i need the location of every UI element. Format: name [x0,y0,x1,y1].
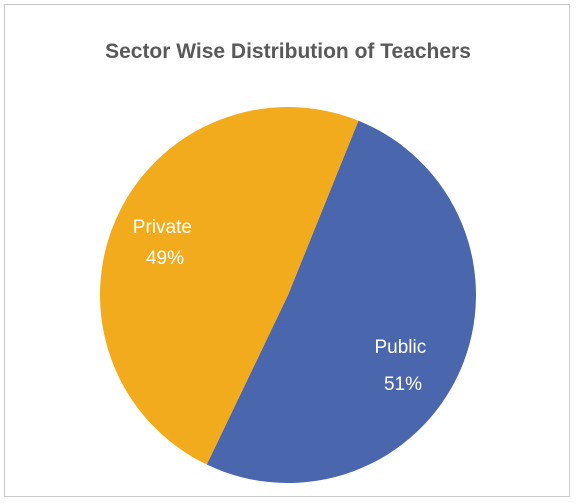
slice-label-public: Public 51% [374,337,431,395]
pie-slice-public [206,120,477,484]
chart-title: Sector Wise Distribution of Teachers [105,40,471,63]
pie-slice-private [100,107,359,465]
slice-label-private: Private 49% [133,217,197,269]
